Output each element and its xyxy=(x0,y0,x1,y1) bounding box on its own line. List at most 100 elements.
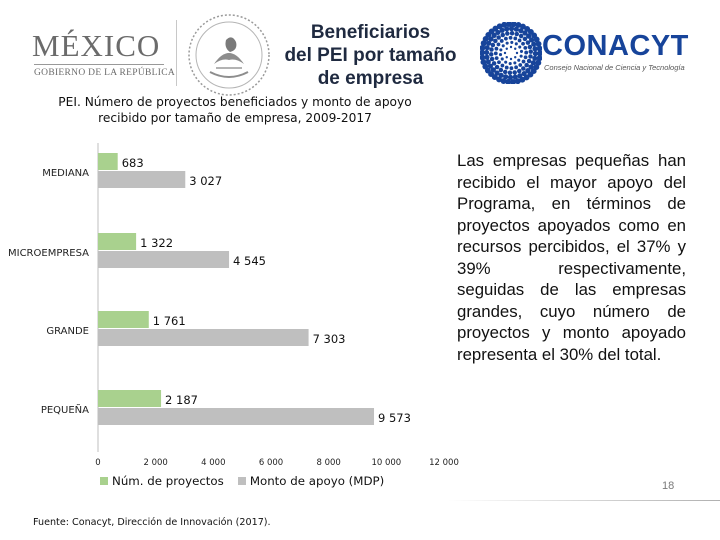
mexico-logo-text: MÉXICO xyxy=(32,28,161,63)
conacyt-dot xyxy=(498,53,503,57)
conacyt-dot xyxy=(509,30,515,36)
conacyt-dot xyxy=(524,50,529,55)
footer-rule xyxy=(448,500,720,501)
conacyt-dot xyxy=(489,47,494,52)
data-label-projects: 683 xyxy=(122,156,144,170)
conacyt-dot xyxy=(505,31,510,36)
conacyt-dot xyxy=(508,62,512,66)
conacyt-dot xyxy=(528,64,534,70)
conacyt-dot xyxy=(493,38,498,44)
conacyt-dot xyxy=(513,61,517,65)
conacyt-dot xyxy=(504,60,508,64)
conacyt-dot xyxy=(507,74,514,80)
category-label: MICROEMPRESA xyxy=(8,248,89,259)
conacyt-dot xyxy=(504,36,508,41)
conacyt-dot xyxy=(501,22,508,28)
data-label-amount: 9 573 xyxy=(378,411,411,425)
conacyt-dot xyxy=(532,50,538,57)
conacyt-dot xyxy=(489,56,495,62)
conacyt-dot xyxy=(532,55,538,61)
summary-text: Las empresas pequeñas han recibido el ma… xyxy=(457,150,686,365)
conacyt-dot xyxy=(490,42,496,48)
conacyt-dot xyxy=(500,32,506,38)
conacyt-dot xyxy=(518,33,524,39)
conacyt-dot xyxy=(513,26,519,32)
conacyt-dot xyxy=(480,54,486,61)
title-line-1: Beneficiarios xyxy=(310,22,431,43)
conacyt-logo-subtitle: Consejo Nacional de Ciencia y Tecnología xyxy=(544,63,685,72)
conacyt-dot xyxy=(523,55,528,60)
conacyt-dot xyxy=(522,36,528,42)
conacyt-dot xyxy=(496,35,501,40)
legend-swatch-projects xyxy=(100,477,108,485)
conacyt-dot xyxy=(513,36,518,41)
conacyt-dot xyxy=(480,49,485,56)
conacyt-dot xyxy=(537,50,542,57)
conacyt-dot xyxy=(505,78,512,84)
conacyt-logo: CONACYT Consejo Nacional de Ciencia y Te… xyxy=(478,18,718,98)
conacyt-dot xyxy=(505,56,508,59)
conacyt-dot xyxy=(506,22,512,28)
conacyt-dot xyxy=(496,42,501,47)
x-tick-label: 6 000 xyxy=(259,458,283,468)
conacyt-dot xyxy=(526,33,532,39)
source-note: Fuente: Conacyt, Dirección de Innovación… xyxy=(33,517,271,528)
data-label-projects: 1 322 xyxy=(140,236,173,250)
mexico-logo-rule xyxy=(34,64,164,65)
national-seal-icon xyxy=(188,14,270,96)
conacyt-dot xyxy=(536,45,542,52)
conacyt-dot xyxy=(530,60,536,66)
conacyt-dot xyxy=(501,44,505,48)
conacyt-globe-icon xyxy=(480,22,542,84)
conacyt-dot xyxy=(488,36,494,42)
conacyt-dot xyxy=(518,45,522,49)
conacyt-dot xyxy=(536,55,542,62)
conacyt-dot xyxy=(519,76,526,83)
mexico-logo: MÉXICO GOBIERNO DE LA REPÚBLICA xyxy=(22,22,175,82)
bar-amount xyxy=(98,408,375,425)
conacyt-dot xyxy=(516,68,522,74)
conacyt-dot xyxy=(484,54,490,60)
conacyt-dot xyxy=(514,56,517,59)
conacyt-dot xyxy=(515,51,519,55)
conacyt-dot xyxy=(498,67,504,73)
conacyt-dot xyxy=(503,74,509,80)
conacyt-dot xyxy=(491,61,497,66)
conacyt-dot xyxy=(494,46,499,51)
conacyt-dot xyxy=(480,59,487,66)
conacyt-dot xyxy=(523,46,528,50)
conacyt-dot xyxy=(521,41,525,46)
conacyt-dot xyxy=(487,63,494,69)
legend-item-amount: Monto de apoyo (MDP) xyxy=(237,474,385,488)
bar-projects xyxy=(98,390,162,407)
conacyt-dot xyxy=(484,49,490,56)
conacyt-dot xyxy=(510,78,516,84)
conacyt-dot xyxy=(504,65,509,70)
mexico-logo-subtitle: GOBIERNO DE LA REPÚBLICA xyxy=(34,68,175,78)
data-label-amount: 7 303 xyxy=(313,332,346,346)
conacyt-dot xyxy=(517,58,521,62)
conacyt-dot xyxy=(521,59,526,64)
conacyt-dot xyxy=(514,47,517,50)
conacyt-dot xyxy=(493,51,498,56)
conacyt-dot xyxy=(518,63,523,67)
conacyt-dot xyxy=(514,31,520,37)
conacyt-dot xyxy=(505,47,508,50)
conacyt-dot xyxy=(505,41,509,45)
conacyt-dot xyxy=(519,49,524,53)
conacyt-dot xyxy=(524,62,529,68)
legend-label-projects: Núm. de proyectos xyxy=(112,474,224,488)
page-number: 18 xyxy=(662,480,675,492)
summary-text-part-1: Las empresas pequeñas han recibido el ma… xyxy=(457,151,686,278)
conacyt-dot xyxy=(486,40,492,46)
x-tick-label: 10 000 xyxy=(371,458,401,468)
conacyt-dot xyxy=(526,58,532,64)
conacyt-dot xyxy=(490,67,496,73)
conacyt-dot xyxy=(508,35,513,40)
title-line-2: del PEI por tamaño xyxy=(284,45,457,66)
x-tick-label: 12 000 xyxy=(429,458,459,468)
conacyt-dot xyxy=(510,40,514,44)
conacyt-dot xyxy=(508,26,515,32)
bar-amount xyxy=(98,171,186,188)
legend-label-amount: Monto de apoyo (MDP) xyxy=(249,474,385,488)
